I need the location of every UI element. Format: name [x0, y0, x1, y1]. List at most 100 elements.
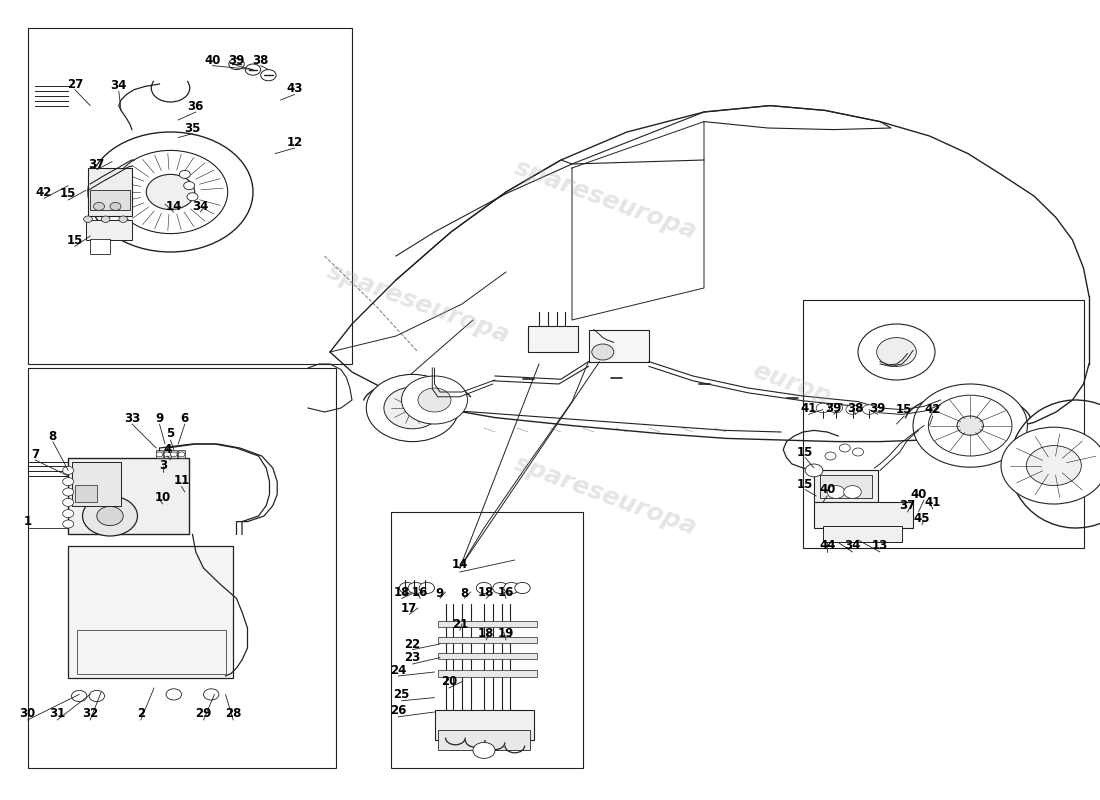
Bar — [438, 670, 537, 677]
Text: 6: 6 — [180, 412, 189, 425]
Text: 34: 34 — [192, 200, 208, 213]
Text: 35: 35 — [185, 122, 200, 134]
Text: 36: 36 — [188, 100, 204, 113]
Circle shape — [63, 466, 74, 474]
Circle shape — [113, 150, 228, 234]
Text: 27: 27 — [67, 78, 82, 90]
Text: spareseuropa: spareseuropa — [510, 452, 700, 540]
Text: 38: 38 — [253, 54, 268, 66]
Circle shape — [839, 444, 850, 452]
Bar — [164, 450, 170, 458]
Circle shape — [493, 582, 508, 594]
Text: 24: 24 — [390, 664, 406, 677]
Circle shape — [261, 70, 276, 81]
Bar — [178, 450, 185, 458]
Circle shape — [179, 170, 190, 178]
Circle shape — [81, 635, 121, 664]
Circle shape — [928, 395, 1012, 456]
Text: 2: 2 — [136, 707, 145, 720]
Text: 12: 12 — [287, 136, 303, 149]
Text: 22: 22 — [405, 638, 420, 650]
Text: 11: 11 — [174, 474, 189, 486]
Circle shape — [110, 202, 121, 210]
Bar — [68, 546, 233, 678]
Text: 23: 23 — [405, 651, 420, 664]
Text: 31: 31 — [50, 707, 65, 720]
Bar — [820, 475, 872, 498]
Circle shape — [146, 174, 195, 210]
Circle shape — [63, 510, 74, 518]
Circle shape — [119, 216, 128, 222]
Bar — [438, 653, 537, 659]
Bar — [68, 458, 189, 534]
Circle shape — [89, 690, 104, 702]
Text: 1: 1 — [23, 515, 32, 528]
Text: 28: 28 — [226, 707, 241, 720]
Circle shape — [1001, 427, 1100, 504]
Text: 8: 8 — [48, 430, 57, 442]
Bar — [803, 300, 1084, 548]
Text: 40: 40 — [911, 488, 926, 501]
Bar — [86, 220, 132, 240]
Circle shape — [63, 478, 74, 486]
Bar — [528, 326, 578, 352]
Bar — [77, 630, 226, 674]
Text: 9: 9 — [436, 587, 444, 600]
Text: 37: 37 — [89, 158, 104, 170]
Circle shape — [164, 452, 170, 457]
Circle shape — [829, 403, 843, 413]
Circle shape — [399, 582, 415, 594]
Circle shape — [862, 405, 876, 414]
Circle shape — [178, 452, 185, 457]
Text: 8: 8 — [460, 587, 469, 600]
Circle shape — [852, 448, 864, 456]
Circle shape — [170, 452, 177, 457]
Circle shape — [1026, 446, 1081, 486]
Circle shape — [592, 344, 614, 360]
Text: 26: 26 — [390, 704, 406, 717]
Text: 37: 37 — [900, 499, 915, 512]
Circle shape — [846, 405, 859, 414]
Bar — [390, 512, 583, 768]
Circle shape — [101, 216, 110, 222]
Text: 18: 18 — [478, 586, 494, 598]
Text: 41: 41 — [925, 496, 940, 509]
Text: 29: 29 — [196, 707, 211, 720]
Circle shape — [825, 452, 836, 460]
Text: 41: 41 — [801, 402, 816, 414]
Text: 32: 32 — [82, 707, 98, 720]
Text: 34: 34 — [845, 539, 860, 552]
Bar — [438, 621, 537, 627]
Circle shape — [805, 464, 823, 477]
Text: 4: 4 — [163, 443, 172, 456]
Bar — [72, 462, 121, 506]
Text: 40: 40 — [820, 483, 835, 496]
Circle shape — [229, 58, 244, 70]
Text: 42: 42 — [36, 186, 52, 198]
Bar — [814, 502, 913, 528]
Circle shape — [515, 582, 530, 594]
Text: 15: 15 — [896, 403, 912, 416]
Circle shape — [957, 416, 983, 435]
Circle shape — [84, 216, 92, 222]
Text: 40: 40 — [205, 54, 220, 66]
Circle shape — [418, 388, 451, 412]
Text: 19: 19 — [498, 627, 514, 640]
Text: 18: 18 — [478, 627, 494, 640]
Text: 13: 13 — [872, 539, 888, 552]
Bar — [90, 239, 110, 254]
Text: 15: 15 — [798, 446, 813, 458]
Circle shape — [88, 132, 253, 252]
Circle shape — [858, 324, 935, 380]
Text: 39: 39 — [826, 402, 842, 414]
Text: spareseuropa: spareseuropa — [510, 156, 700, 244]
Bar — [588, 330, 649, 362]
Bar — [28, 28, 352, 364]
Circle shape — [94, 202, 104, 210]
Text: 14: 14 — [452, 558, 468, 570]
Bar — [438, 730, 530, 750]
Bar — [28, 368, 335, 768]
Circle shape — [419, 582, 435, 594]
Text: 21: 21 — [452, 618, 468, 630]
Bar — [90, 190, 130, 210]
